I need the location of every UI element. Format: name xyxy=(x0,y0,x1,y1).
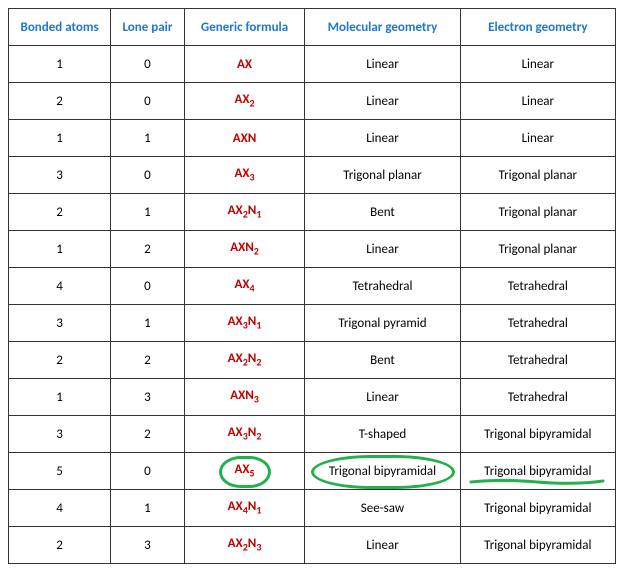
cell-molgeom: Trigonal planar xyxy=(305,157,460,194)
cell-bonded: 1 xyxy=(9,120,111,157)
cell-lone: 0 xyxy=(111,157,185,194)
cell-formula: AX5 xyxy=(184,453,305,490)
header-bonded: Bonded atoms xyxy=(9,9,111,46)
table-row: 12AXN2LinearTrigonal planar xyxy=(9,231,616,268)
table-row: 22AX2N2BentTetrahedral xyxy=(9,342,616,379)
table-row: 40AX4TetrahedralTetrahedral xyxy=(9,268,616,305)
cell-bonded: 2 xyxy=(9,342,111,379)
cell-elgeom: Linear xyxy=(460,46,615,83)
cell-elgeom: Trigonal planar xyxy=(460,194,615,231)
cell-lone: 1 xyxy=(111,120,185,157)
cell-molgeom: Bent xyxy=(305,342,460,379)
header-row: Bonded atoms Lone pair Generic formula M… xyxy=(9,9,616,46)
cell-molgeom: Trigonal pyramid xyxy=(305,305,460,342)
cell-elgeom: Tetrahedral xyxy=(460,268,615,305)
cell-elgeom: Linear xyxy=(460,83,615,120)
table-row: 21AX2N1BentTrigonal planar xyxy=(9,194,616,231)
cell-elgeom: Trigonal bipyramidal xyxy=(460,490,615,527)
table-row: 31AX3N1Trigonal pyramidTetrahedral xyxy=(9,305,616,342)
cell-lone: 1 xyxy=(111,194,185,231)
cell-lone: 2 xyxy=(111,416,185,453)
cell-elgeom: Linear xyxy=(460,120,615,157)
cell-lone: 0 xyxy=(111,83,185,120)
cell-formula: AX2N2 xyxy=(184,342,305,379)
cell-formula: AX2N3 xyxy=(184,527,305,564)
geometry-table: Bonded atoms Lone pair Generic formula M… xyxy=(8,8,616,564)
table-row: 30AX3Trigonal planarTrigonal planar xyxy=(9,157,616,194)
cell-molgeom: Linear xyxy=(305,83,460,120)
cell-elgeom: Tetrahedral xyxy=(460,305,615,342)
header-molgeom: Molecular geometry xyxy=(305,9,460,46)
cell-lone: 0 xyxy=(111,46,185,83)
cell-molgeom: Linear xyxy=(305,231,460,268)
table-row: 10AXLinearLinear xyxy=(9,46,616,83)
cell-bonded: 3 xyxy=(9,157,111,194)
cell-bonded: 2 xyxy=(9,527,111,564)
header-elgeom: Electron geometry xyxy=(460,9,615,46)
table-row: 32AX3N2T-shapedTrigonal bipyramidal xyxy=(9,416,616,453)
cell-elgeom: Tetrahedral xyxy=(460,379,615,416)
cell-bonded: 1 xyxy=(9,231,111,268)
cell-formula: AX3N2 xyxy=(184,416,305,453)
highlight-underline-icon xyxy=(469,475,605,483)
table-row: 50AX5Trigonal bipyramidalTrigonal bipyra… xyxy=(9,453,616,490)
cell-molgeom: Trigonal bipyramidal xyxy=(305,453,460,490)
cell-molgeom: T-shaped xyxy=(305,416,460,453)
table-row: 20AX2LinearLinear xyxy=(9,83,616,120)
cell-elgeom: Trigonal planar xyxy=(460,157,615,194)
header-formula: Generic formula xyxy=(184,9,305,46)
cell-formula: AX3N1 xyxy=(184,305,305,342)
cell-lone: 0 xyxy=(111,268,185,305)
cell-elgeom: Tetrahedral xyxy=(460,342,615,379)
cell-formula: AXN2 xyxy=(184,231,305,268)
cell-lone: 1 xyxy=(111,305,185,342)
cell-formula: AXN xyxy=(184,120,305,157)
cell-molgeom: Tetrahedral xyxy=(305,268,460,305)
cell-elgeom: Trigonal planar xyxy=(460,231,615,268)
cell-lone: 3 xyxy=(111,527,185,564)
table-row: 41AX4N1See-sawTrigonal bipyramidal xyxy=(9,490,616,527)
cell-lone: 2 xyxy=(111,231,185,268)
cell-formula: AX2 xyxy=(184,83,305,120)
cell-formula: AX xyxy=(184,46,305,83)
cell-bonded: 2 xyxy=(9,194,111,231)
cell-molgeom: Linear xyxy=(305,379,460,416)
cell-elgeom: Trigonal bipyramidal xyxy=(460,453,615,490)
table-row: 23AX2N3LinearTrigonal bipyramidal xyxy=(9,527,616,564)
cell-bonded: 4 xyxy=(9,490,111,527)
cell-elgeom: Trigonal bipyramidal xyxy=(460,416,615,453)
cell-molgeom: Linear xyxy=(305,527,460,564)
cell-molgeom: Linear xyxy=(305,46,460,83)
cell-formula: AX3 xyxy=(184,157,305,194)
cell-bonded: 2 xyxy=(9,83,111,120)
cell-bonded: 5 xyxy=(9,453,111,490)
cell-molgeom: Linear xyxy=(305,120,460,157)
cell-formula: AX4 xyxy=(184,268,305,305)
cell-bonded: 1 xyxy=(9,379,111,416)
table-row: 11AXNLinearLinear xyxy=(9,120,616,157)
highlight-circle-icon xyxy=(311,455,455,489)
cell-bonded: 1 xyxy=(9,46,111,83)
table-row: 13AXN3LinearTetrahedral xyxy=(9,379,616,416)
cell-elgeom: Trigonal bipyramidal xyxy=(460,527,615,564)
cell-bonded: 3 xyxy=(9,305,111,342)
table-body: 10AXLinearLinear20AX2LinearLinear11AXNLi… xyxy=(9,46,616,564)
cell-formula: AXN3 xyxy=(184,379,305,416)
cell-formula: AX4N1 xyxy=(184,490,305,527)
cell-molgeom: See-saw xyxy=(305,490,460,527)
header-lone: Lone pair xyxy=(111,9,185,46)
cell-bonded: 4 xyxy=(9,268,111,305)
cell-formula: AX2N1 xyxy=(184,194,305,231)
cell-bonded: 3 xyxy=(9,416,111,453)
cell-lone: 2 xyxy=(111,342,185,379)
cell-lone: 1 xyxy=(111,490,185,527)
cell-lone: 3 xyxy=(111,379,185,416)
cell-molgeom: Bent xyxy=(305,194,460,231)
cell-lone: 0 xyxy=(111,453,185,490)
